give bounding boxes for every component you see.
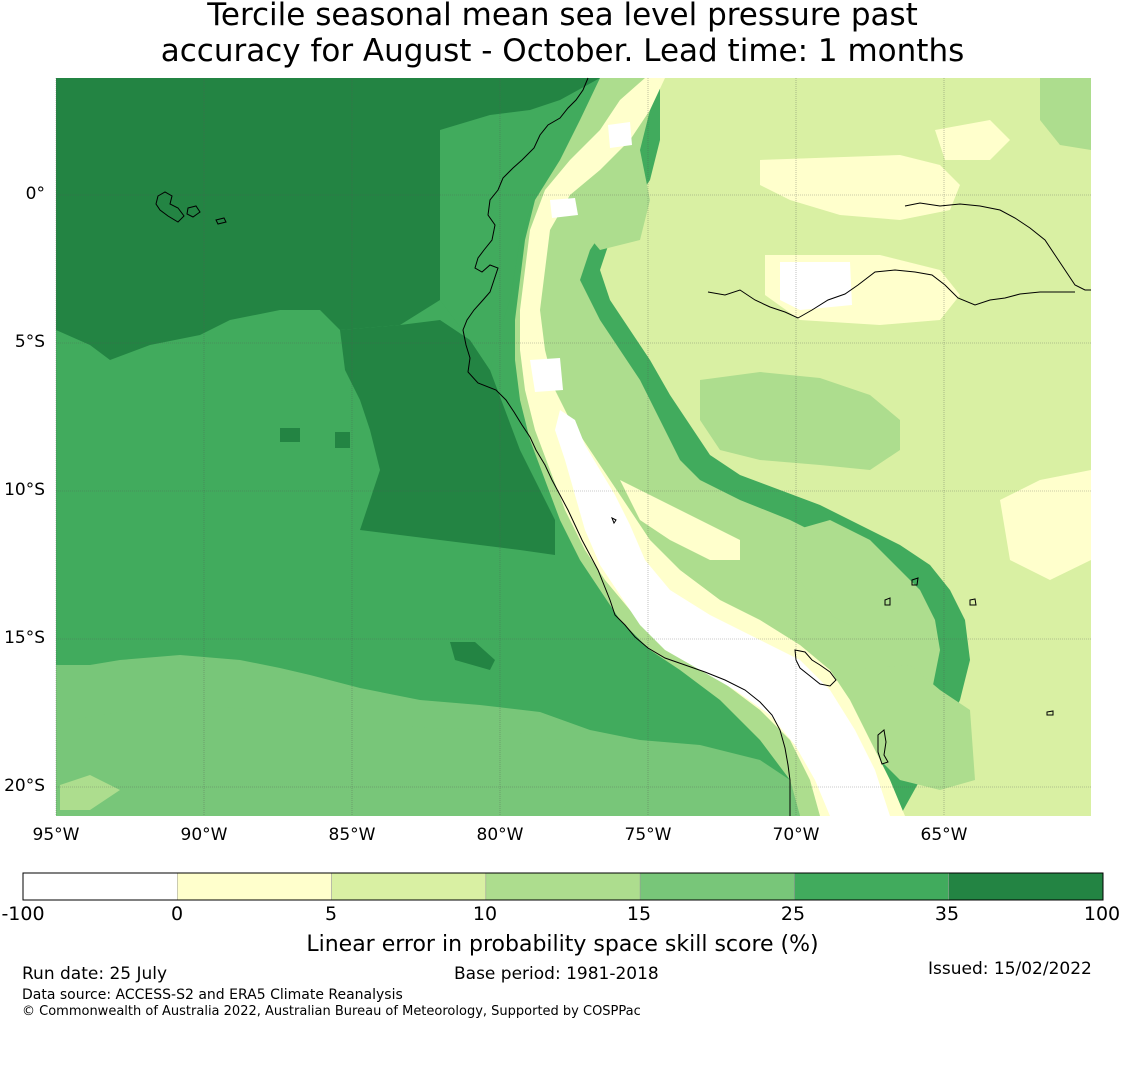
region-negative-patch <box>550 198 578 218</box>
lon-label-80w: 80°W <box>476 825 524 845</box>
colorbar-tick-label: -100 <box>1 903 45 925</box>
coastline <box>155 77 1091 816</box>
small-island <box>611 516 617 525</box>
colorbar-swatch <box>794 872 949 901</box>
map-title-line2: accuracy for August - October. Lead time… <box>160 33 965 69</box>
region-35-100-mid <box>340 320 555 555</box>
region-35-100-patch <box>280 428 300 442</box>
region-10-15-land <box>515 78 940 816</box>
colorbar-frame <box>22 872 1104 901</box>
region-25-35-coastal <box>440 78 645 370</box>
run-date: Run date: 25 July <box>22 964 168 984</box>
lon-label-75w: 75°W <box>624 825 672 845</box>
map-title-line1: Tercile seasonal mean sea level pressure… <box>207 0 918 33</box>
lon-label-90w: 90°W <box>180 825 228 845</box>
region-10-15-patch <box>700 372 900 470</box>
colorbar-swatch <box>331 872 487 901</box>
data-source: Data source: ACCESS-S2 and ERA5 Climate … <box>22 987 403 1003</box>
lake-poopo <box>877 729 889 765</box>
lon-label-85w: 85°W <box>328 825 376 845</box>
region-0-5-patch <box>620 480 740 560</box>
colorbar-swatch <box>948 872 1104 901</box>
region-35-100-patch <box>335 432 350 448</box>
map-title: Tercile seasonal mean sea level pressure… <box>0 0 1125 69</box>
region-negative-patch <box>608 122 632 148</box>
lat-label-10s: 10°S <box>4 480 45 500</box>
galapagos-island <box>155 191 185 223</box>
colorbar <box>22 872 1104 901</box>
small-lake <box>884 597 891 606</box>
colorbar-swatch <box>177 872 332 901</box>
region-negative-coastal <box>555 410 890 816</box>
lat-label-20s: 20°S <box>4 776 45 796</box>
colorbar-tick-label: 25 <box>780 903 806 925</box>
small-lake <box>911 577 919 586</box>
lon-label-95w: 95°W <box>32 825 80 845</box>
colorbar-tick-label: 5 <box>324 903 338 925</box>
region-15-25-south-inner <box>70 705 575 816</box>
region-0-5-patch <box>1000 470 1091 580</box>
colorbar-tick-label: 35 <box>934 903 960 925</box>
graticule <box>55 78 1091 816</box>
colorbar-swatch <box>22 872 178 901</box>
lon-label-65w: 65°W <box>920 825 968 845</box>
region-10-15-patch <box>1040 78 1091 150</box>
small-lake <box>969 598 977 606</box>
south-america-coastline <box>462 77 791 816</box>
base-period: Base period: 1981-2018 <box>454 964 659 984</box>
copyright: © Commonwealth of Australia 2022, Austra… <box>22 1004 641 1019</box>
region-0-5-patch <box>760 155 960 220</box>
lat-label-0: 0° <box>25 184 45 204</box>
region-negative-patch <box>530 358 563 392</box>
colorbar-tick-label: 15 <box>626 903 652 925</box>
skill-score-field <box>56 78 1091 816</box>
colorbar-swatch <box>485 872 641 901</box>
lon-label-70w: 70°W <box>772 825 820 845</box>
colorbar-swatch <box>639 872 795 901</box>
lat-label-5s: 5°S <box>14 332 45 352</box>
galapagos-island <box>215 217 227 225</box>
issued-date: Issued: 15/02/2022 <box>928 959 1092 979</box>
colorbar-tick-label: 100 <box>1083 903 1121 925</box>
colorbar-tick-label: 10 <box>472 903 498 925</box>
galapagos-island <box>186 205 201 218</box>
river-line <box>904 202 1091 291</box>
lake-titicaca <box>794 649 837 687</box>
region-10-15-south <box>60 775 120 810</box>
lat-label-15s: 15°S <box>4 628 45 648</box>
region-0-5-patch <box>935 120 1010 160</box>
colorbar-tick-label: 0 <box>170 903 184 925</box>
region-negative-patch <box>780 262 852 310</box>
river-line <box>707 269 1075 319</box>
region-35-100-patch <box>450 642 495 670</box>
region-10-15-patch <box>795 520 905 625</box>
colorbar-title: Linear error in probability space skill … <box>306 932 819 957</box>
small-lake <box>1046 710 1054 716</box>
